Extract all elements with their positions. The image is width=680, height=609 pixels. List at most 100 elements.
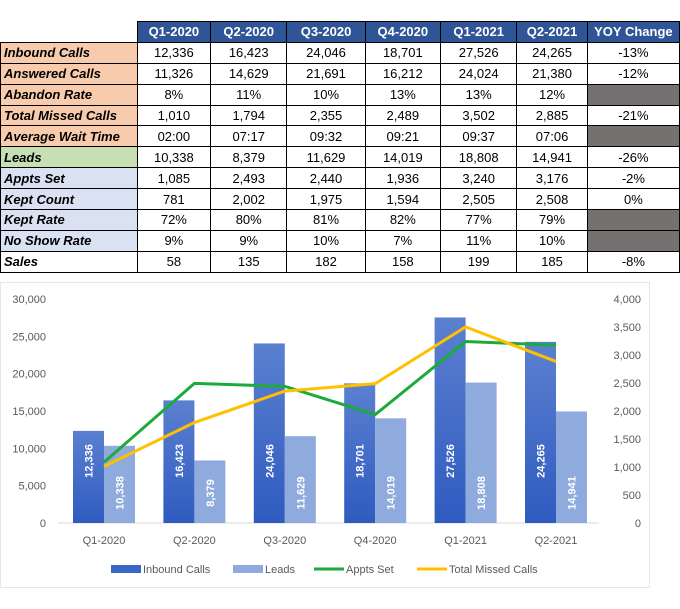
table-cell: 2,440	[286, 167, 366, 190]
table-cell: 16,423	[210, 41, 288, 64]
corner-cell	[0, 21, 138, 43]
table-cell: 135	[210, 250, 288, 273]
table-cell: 09:21	[364, 125, 442, 148]
table-cell: 18,701	[364, 41, 442, 64]
table-cell: 10%	[516, 229, 588, 252]
table-cell: 1,085	[136, 167, 212, 190]
table-cell: 14,941	[516, 146, 588, 169]
bar-data-label: 11,629	[295, 476, 307, 509]
column-header: YOY Change	[586, 21, 680, 43]
table-cell: 7%	[364, 229, 442, 252]
table-cell: 18,808	[439, 146, 518, 169]
table-cell: 10%	[286, 83, 366, 106]
line-total-missed-calls	[103, 325, 557, 468]
bar-data-label: 24,046	[264, 444, 276, 478]
table-cell: 2,002	[210, 188, 288, 211]
bar-data-label: 12,336	[84, 444, 96, 478]
table-cell: 80%	[210, 209, 288, 231]
table-cell: 8,379	[210, 146, 288, 169]
bar-data-label: 10,338	[115, 476, 127, 510]
row-label: Appts Set	[0, 167, 138, 190]
table-cell: 02:00	[136, 125, 212, 148]
column-header: Q4-2020	[364, 21, 442, 43]
right-axis-tick: 500	[623, 490, 641, 502]
table-cell: 2,493	[210, 167, 288, 190]
table-row: Kept Count 781 2,002 1,975 1,594 2,505 2,508 0%	[0, 188, 680, 211]
line-appts-set	[103, 340, 557, 464]
left-axis-tick: 30,000	[12, 294, 46, 306]
bar-inbound-calls	[434, 317, 466, 523]
table-cell: 781	[136, 188, 212, 211]
table-cell: 2,508	[516, 188, 588, 211]
right-axis-tick: 1,000	[613, 462, 641, 474]
table-cell: 2,355	[286, 104, 366, 127]
bar-leads	[465, 382, 497, 523]
x-axis-tick: Q4-2020	[354, 535, 397, 547]
row-label: Answered Calls	[0, 62, 138, 85]
bar-leads	[194, 460, 226, 523]
table-cell: 13%	[439, 83, 518, 106]
table-cell: 14,629	[210, 62, 288, 85]
row-label: Leads	[0, 146, 138, 169]
legend-swatch	[111, 565, 141, 573]
table-cell: -8%	[586, 250, 680, 273]
left-axis-tick: 15,000	[12, 406, 46, 418]
table-cell: 72%	[136, 209, 212, 231]
table-cell: 185	[516, 250, 588, 273]
bar-inbound-calls	[73, 430, 104, 523]
table-cell: 10,338	[136, 146, 212, 169]
right-axis-tick: 2,000	[613, 406, 641, 418]
table-cell	[586, 229, 680, 252]
table-cell: 27,526	[439, 41, 518, 64]
row-label: Total Missed Calls	[0, 104, 138, 127]
bar-data-label: 18,808	[476, 476, 488, 510]
table-cell: 182	[286, 250, 366, 273]
table-cell: 8%	[136, 83, 212, 106]
table-row: Abandon Rate 8% 11% 10% 13% 13% 12%	[0, 83, 680, 106]
table-cell: 09:37	[439, 125, 518, 148]
table-cell: 07:17	[210, 125, 288, 148]
bar-inbound-calls	[163, 400, 195, 523]
x-axis-tick: Q3-2020	[263, 535, 306, 547]
column-header: Q1-2020	[136, 21, 212, 43]
table-cell: -13%	[586, 41, 680, 64]
row-label: Kept Count	[0, 188, 138, 211]
right-axis-tick: 2,500	[613, 378, 641, 390]
table-cell: 1,975	[286, 188, 366, 211]
bar-data-label: 27,526	[445, 444, 457, 478]
table-cell: 21,691	[286, 62, 366, 85]
table-cell: 1,936	[364, 167, 442, 190]
table-cell: 24,024	[439, 62, 518, 85]
bar-data-label: 8,379	[205, 479, 217, 507]
table-cell: 2,489	[364, 104, 442, 127]
table-row: No Show Rate 9% 9% 10% 7% 11% 10%	[0, 229, 680, 252]
table-cell: 24,046	[286, 41, 366, 64]
table-row: Inbound Calls 12,336 16,423 24,046 18,701 27,…	[0, 41, 680, 64]
table-cell	[586, 209, 680, 231]
table-row: Kept Rate 72% 80% 81% 82% 77% 79%	[0, 209, 680, 231]
right-axis-tick: 0	[635, 518, 641, 530]
bar-inbound-calls	[525, 341, 556, 523]
table-cell: 58	[136, 250, 212, 273]
right-axis-tick: 3,500	[613, 322, 641, 334]
table-cell: 1,594	[364, 188, 442, 211]
bar-data-label: 24,265	[536, 444, 548, 478]
x-axis-tick: Q1-2021	[444, 535, 487, 547]
table-cell: 11,629	[286, 146, 366, 169]
table-cell: -26%	[586, 146, 680, 169]
table-cell: 81%	[286, 209, 366, 231]
table-cell: 13%	[364, 83, 442, 106]
column-header: Q3-2020	[286, 21, 366, 43]
table-cell: 12%	[516, 83, 588, 106]
table-cell: -21%	[586, 104, 680, 127]
table-cell: 3,240	[439, 167, 518, 190]
x-axis-tick: Q2-2021	[535, 535, 578, 547]
row-label: Abandon Rate	[0, 83, 138, 106]
table-cell: 82%	[364, 209, 442, 231]
x-axis-tick: Q1-2020	[83, 535, 126, 547]
left-axis-tick: 20,000	[12, 369, 46, 381]
table-cell: 11%	[210, 83, 288, 106]
table-cell: 11,326	[136, 62, 212, 85]
table-row: Average Wait Time 02:00 07:17 09:32 09:21 09:…	[0, 125, 680, 148]
left-axis-tick: 0	[40, 518, 46, 530]
